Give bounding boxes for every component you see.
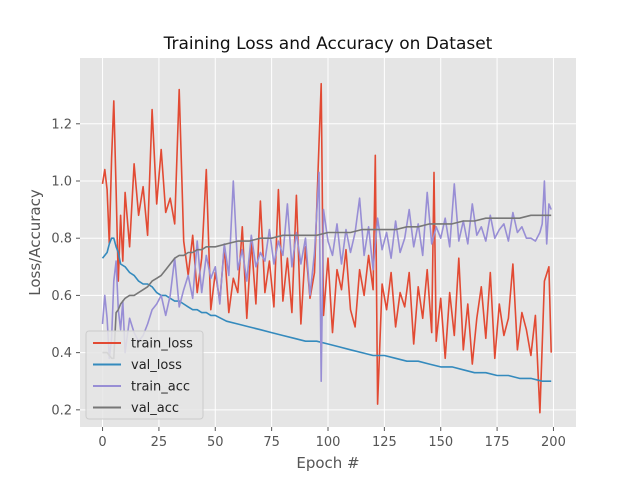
series-line-train-loss	[101, 82, 552, 414]
x-axis-ticks: 0 25 50 75 100 125 150 175 200	[98, 427, 566, 450]
legend-label: train_acc	[131, 380, 190, 395]
grid	[80, 58, 576, 427]
series-line-train-acc	[101, 171, 552, 383]
legend-box	[85, 330, 204, 420]
x-tick-label: 150	[428, 435, 453, 450]
y-tick-label: 0.6	[51, 289, 72, 304]
x-axis-label: Epoch #	[296, 454, 359, 472]
legend: train_loss val_loss train_acc val_acc	[85, 330, 204, 420]
x-tick-label: 125	[372, 435, 397, 450]
y-tick-label: 0.8	[51, 232, 72, 247]
x-tick-label: 25	[151, 435, 168, 450]
y-axis-ticks: 0.2 0.4 0.6 0.8 1.0 1.2	[51, 117, 80, 418]
x-tick-label: 50	[207, 435, 224, 450]
y-tick-label: 0.4	[51, 346, 72, 361]
series-line-val-loss	[101, 237, 552, 383]
x-tick-label: 200	[541, 435, 566, 450]
legend-label: train_loss	[131, 337, 193, 352]
series-lines	[101, 82, 552, 414]
y-tick-label: 0.2	[51, 403, 72, 418]
chart-title: Training Loss and Accuracy on Dataset	[163, 34, 493, 54]
x-tick-label: 175	[485, 435, 510, 450]
x-tick-label: 100	[316, 435, 341, 450]
y-axis-label: Loss/Accuracy	[26, 189, 44, 296]
y-tick-label: 1.0	[51, 175, 72, 190]
x-tick-label: 75	[263, 435, 280, 450]
y-tick-label: 1.2	[51, 117, 72, 132]
x-tick-label: 0	[98, 435, 106, 450]
series-line-val-acc	[102, 214, 552, 360]
legend-label: val_acc	[131, 401, 179, 416]
legend-label: val_loss	[131, 358, 182, 373]
